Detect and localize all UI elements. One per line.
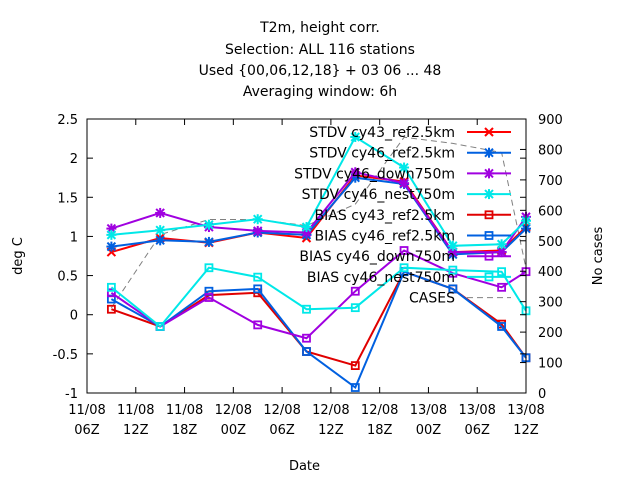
point-marker-square <box>350 383 360 392</box>
series-3 <box>106 132 531 251</box>
y2-tick-label: 600 <box>538 204 563 219</box>
x-tick-label-date: 11/08 <box>68 403 105 418</box>
x-tick-label-hour: 12Z <box>513 423 539 438</box>
y2-tick-label: 300 <box>538 296 563 311</box>
y2-tick-label: 700 <box>538 174 563 189</box>
point-marker-square <box>350 286 360 296</box>
y-tick-label: 0 <box>70 309 78 324</box>
point-marker-square <box>484 231 494 240</box>
series-6 <box>106 246 531 343</box>
point-marker-square <box>253 284 263 294</box>
x-tick-label-hour: 12Z <box>123 423 149 438</box>
point-marker-square <box>106 282 116 292</box>
x-tick-label-hour: 00Z <box>416 423 442 438</box>
y-tick-label: 1 <box>70 230 78 245</box>
x-tick-label-hour: 06Z <box>464 423 490 438</box>
series-line <box>111 135 527 247</box>
y2-tick-label: 0 <box>538 387 546 402</box>
point-marker-square <box>106 288 116 298</box>
axes-layer: -1 -0.5 0 0.5 1 1.5 2 2.5 0 100 200 300 400 500 600 700… <box>53 113 563 438</box>
chart-title-line-1: T2m, height corr. <box>260 20 380 36</box>
x-axis-label: Date <box>289 459 320 474</box>
point-marker-square <box>350 361 360 371</box>
x-tick-label-date: 11/08 <box>166 403 203 418</box>
legend-entry-label: STDV cy46_ref2.5km <box>309 146 455 162</box>
legend-entry-label: BIAS cy43_ref2.5km <box>315 208 455 224</box>
point-marker-square <box>106 304 116 314</box>
y-tick-label: 2 <box>70 152 78 167</box>
y-tick-label: -0.5 <box>53 348 78 363</box>
point-marker-square <box>484 210 494 220</box>
series-5 <box>106 267 531 392</box>
point-marker-stroke <box>484 127 494 137</box>
y-tick-label: -1 <box>65 387 78 402</box>
legend-entry-label: STDV cy46_nest750m <box>302 187 455 203</box>
x-tick-label-hour: 12Z <box>318 423 344 438</box>
point-marker-square <box>484 251 494 261</box>
x-tick-label-date: 12/08 <box>361 403 398 418</box>
chart-title-line-4: Averaging window: 6h <box>242 84 398 100</box>
chart-title-line-3: Used {00,06,12,18} + 03 06 ... 48 <box>198 63 442 79</box>
point-marker-square <box>253 320 263 330</box>
point-marker-square <box>302 304 311 314</box>
x-tick-label-date: 12/08 <box>312 403 349 418</box>
series-line <box>111 176 527 256</box>
legend: STDV cy43_ref2.5km STDV cy46_ref2.5km STDV… <box>294 125 511 307</box>
point-marker-square <box>484 272 494 282</box>
legend-entry-label: BIAS cy46_ref2.5km <box>315 229 455 245</box>
x-tick-label-date: 12/08 <box>263 403 300 418</box>
series-2 <box>106 167 531 258</box>
point-marker-square <box>448 265 458 275</box>
y2-tick-label: 100 <box>538 357 563 372</box>
x-tick-label-date: 11/08 <box>117 403 154 418</box>
point-marker-square <box>497 282 507 292</box>
x-tick-label-date: 12/08 <box>215 403 252 418</box>
y-tick-label: 2.5 <box>57 113 78 128</box>
legend-entry-label: BIAS cy46_down750m <box>299 249 455 265</box>
y2-tick-label: 900 <box>538 113 563 128</box>
y-axis-label: deg C <box>11 237 26 275</box>
x-tick-label-hour: 00Z <box>221 423 247 438</box>
point-marker-square <box>350 303 360 313</box>
x-tick-label-date: 13/08 <box>410 403 447 418</box>
series-7 <box>106 263 531 331</box>
x-tick-label-hour: 06Z <box>74 423 100 438</box>
x-tick-label-date: 13/08 <box>458 403 495 418</box>
y-tick-label: 1.5 <box>57 191 78 206</box>
y2-tick-label: 800 <box>538 143 563 158</box>
point-marker-square <box>204 293 214 302</box>
x-tick-label-date: 13/08 <box>507 403 544 418</box>
point-marker-square <box>204 263 214 273</box>
point-marker-square <box>399 246 409 255</box>
chart-title-line-2: Selection: ALL 116 stations <box>225 42 415 58</box>
point-marker-square <box>302 347 311 356</box>
series-line <box>110 249 527 340</box>
point-marker-square <box>399 263 409 273</box>
x-tick-label-hour: 18Z <box>172 423 198 438</box>
point-marker-square <box>155 322 165 331</box>
point-marker-square <box>497 267 507 277</box>
y2-axis-label: No cases <box>591 227 606 286</box>
legend-entry-label: BIAS cy46_nest750m <box>307 270 455 286</box>
series-layer <box>106 132 531 392</box>
y2-tick-label: 200 <box>538 326 563 341</box>
point-marker-square <box>497 322 507 331</box>
y-tick-label: 0.5 <box>57 270 78 285</box>
series-line <box>110 270 527 390</box>
x-tick-label-hour: 18Z <box>367 423 393 438</box>
legend-entry-label: STDV cy43_ref2.5km <box>309 125 455 141</box>
point-marker-square <box>448 284 458 294</box>
series-line <box>110 266 527 328</box>
x-tick-label-hour: 06Z <box>269 423 295 438</box>
point-marker-square <box>302 333 311 343</box>
legend-entry-label: STDV cy46_down750m <box>294 166 455 182</box>
y2-tick-label: 500 <box>538 235 563 250</box>
point-marker-square <box>253 272 263 282</box>
plot-frame <box>86 118 527 394</box>
legend-entry-label: CASES <box>409 291 455 307</box>
y2-tick-label: 400 <box>538 265 563 280</box>
series-line <box>111 171 527 254</box>
